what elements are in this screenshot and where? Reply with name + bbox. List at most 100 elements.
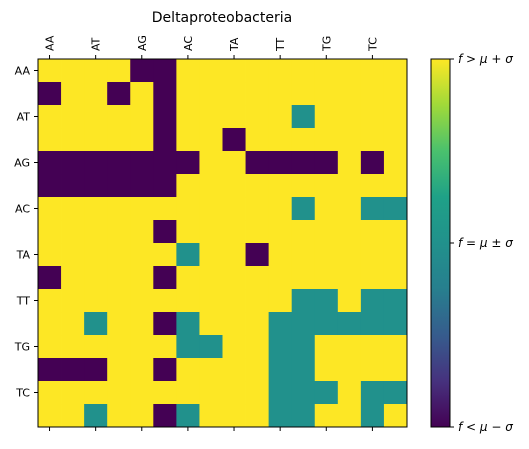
heatmap-cell (269, 128, 292, 151)
heatmap-cell (384, 197, 407, 220)
heatmap-cell (269, 59, 292, 82)
chart-title: Deltaproteobacteria (152, 10, 292, 26)
y-tick-label: TC (15, 387, 30, 400)
colorbar-label: f < μ − σ (458, 420, 513, 434)
heatmap-cell (361, 381, 384, 404)
y-tick-label: AG (14, 157, 30, 170)
heatmap-cell (384, 266, 407, 289)
heatmap-cell (338, 243, 361, 266)
heatmap-cell (199, 243, 222, 266)
heatmap-cell (338, 59, 361, 82)
heatmap-cell (130, 266, 153, 289)
heatmap-cell (153, 220, 176, 243)
heatmap-cell (384, 82, 407, 105)
heatmap-cell (38, 312, 61, 335)
colorbar-label: f > μ + σ (458, 52, 513, 66)
heatmap-cell (61, 82, 84, 105)
heatmap-cell (269, 174, 292, 197)
heatmap-cell (38, 358, 61, 381)
heatmap-cell (153, 151, 176, 174)
heatmap-cell (61, 174, 84, 197)
heatmap-cell (292, 105, 315, 128)
heatmap-cell (130, 381, 153, 404)
heatmap-cell (269, 82, 292, 105)
heatmap-cell (292, 128, 315, 151)
heatmap-cell (246, 358, 269, 381)
heatmap-cell (84, 82, 107, 105)
heatmap-cell (338, 151, 361, 174)
heatmap-cell (246, 128, 269, 151)
heatmap-cell (269, 243, 292, 266)
heatmap-cell (361, 105, 384, 128)
x-tick-label: TA (228, 37, 241, 52)
heatmap-cell (269, 151, 292, 174)
heatmap-cell (38, 105, 61, 128)
heatmap-cell (338, 82, 361, 105)
heatmap-cell (61, 266, 84, 289)
heatmap-cell (130, 151, 153, 174)
heatmap-cell (176, 82, 199, 105)
heatmap-cell (153, 59, 176, 82)
heatmap-cell (246, 59, 269, 82)
heatmap-cell (361, 197, 384, 220)
heatmap-cell (338, 358, 361, 381)
heatmap-cell (38, 174, 61, 197)
x-tick-label: TT (274, 37, 287, 52)
heatmap-cell (361, 289, 384, 312)
heatmap-cell (176, 312, 199, 335)
heatmap-cell (199, 82, 222, 105)
heatmap-cell (61, 335, 84, 358)
heatmap-cell (130, 358, 153, 381)
heatmap-cell (292, 381, 315, 404)
heatmap-cell (153, 312, 176, 335)
heatmap-cell (107, 128, 130, 151)
heatmap-cell (223, 381, 246, 404)
heatmap-cell (292, 197, 315, 220)
heatmap-cell (61, 197, 84, 220)
heatmap-cell (292, 312, 315, 335)
heatmap-cell (199, 358, 222, 381)
heatmap-cell (315, 289, 338, 312)
heatmap-cell (361, 335, 384, 358)
heatmap-cell (315, 197, 338, 220)
heatmap-cell (38, 243, 61, 266)
heatmap-cell (361, 404, 384, 427)
heatmap-cell (107, 82, 130, 105)
heatmap-cell (61, 381, 84, 404)
heatmap-cell (130, 82, 153, 105)
heatmap-cell (153, 335, 176, 358)
heatmap-cell (269, 266, 292, 289)
heatmap-cell (176, 381, 199, 404)
heatmap-cells (38, 59, 407, 427)
heatmap-cell (107, 312, 130, 335)
heatmap-cell (199, 59, 222, 82)
heatmap-cell (84, 404, 107, 427)
heatmap-cell (176, 266, 199, 289)
heatmap-cell (84, 335, 107, 358)
heatmap-cell (130, 105, 153, 128)
heatmap-cell (176, 358, 199, 381)
heatmap-cell (130, 243, 153, 266)
heatmap-cell (384, 312, 407, 335)
heatmap-cell (107, 243, 130, 266)
heatmap-cell (223, 358, 246, 381)
heatmap-cell (84, 243, 107, 266)
heatmap-cell (176, 59, 199, 82)
heatmap-cell (269, 105, 292, 128)
heatmap-cell (338, 381, 361, 404)
heatmap-cell (84, 105, 107, 128)
heatmap-cell (107, 404, 130, 427)
heatmap-cell (223, 128, 246, 151)
heatmap-cell (130, 59, 153, 82)
heatmap-cell (153, 404, 176, 427)
heatmap-cell (84, 151, 107, 174)
heatmap-cell (176, 220, 199, 243)
heatmap-cell (223, 312, 246, 335)
heatmap-cell (223, 151, 246, 174)
heatmap-cell (153, 243, 176, 266)
heatmap-cell (153, 381, 176, 404)
heatmap-cell (361, 174, 384, 197)
heatmap-cell (338, 105, 361, 128)
x-tick-label: AC (182, 36, 195, 51)
